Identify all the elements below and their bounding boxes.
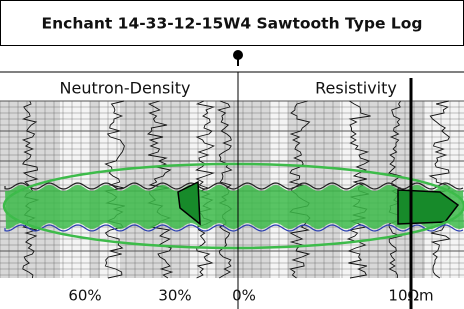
sand-band [5, 185, 464, 229]
log-image [0, 101, 464, 278]
scale-label: 10Ωm [388, 287, 433, 305]
type-log: Enchant 14-33-12-15W4 Sawtooth Type Log … [0, 0, 464, 309]
scale-label: 0% [232, 287, 256, 305]
track-label: Neutron-Density [60, 79, 191, 98]
track-label: Resistivity [315, 79, 397, 98]
title: Enchant 14-33-12-15W4 Sawtooth Type Log [42, 15, 423, 33]
scale-label: 60% [68, 287, 101, 305]
page: {"header": {"title": "Enchant 14-33-12-1… [0, 0, 464, 309]
scale-label: 30% [158, 287, 191, 305]
